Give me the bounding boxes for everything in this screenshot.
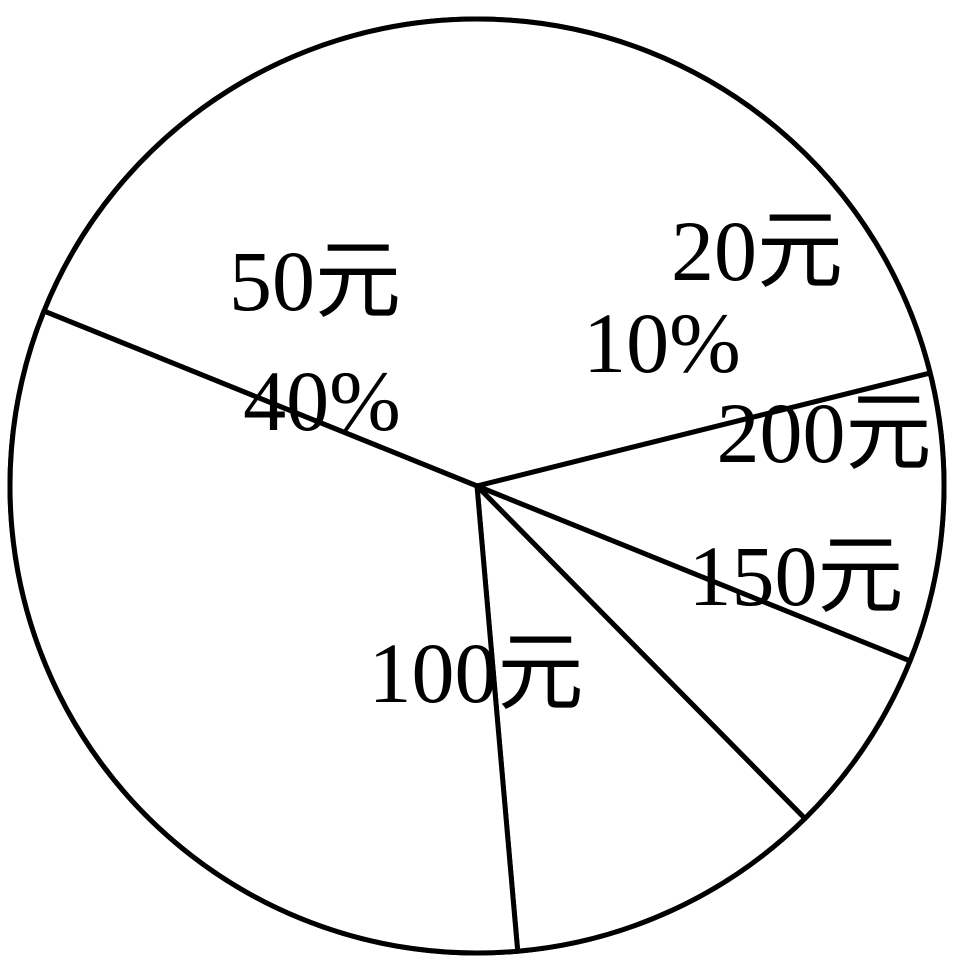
pie-labels: 50元 40% 20元 10% 200元 150元 100元 bbox=[229, 203, 932, 721]
pie-slice-4 bbox=[7, 308, 521, 956]
slice-label-50: 50元 bbox=[229, 233, 401, 329]
slice-label-20: 20元 bbox=[671, 203, 843, 299]
slice-label-200: 200元 bbox=[717, 385, 932, 481]
pie-slice-0 bbox=[41, 16, 933, 489]
pie-slice-2 bbox=[474, 483, 913, 822]
slice-label-150: 150元 bbox=[689, 528, 904, 624]
pie-slices bbox=[7, 16, 947, 956]
slice-value-20: 10% bbox=[583, 295, 741, 391]
pie-slice-3 bbox=[474, 483, 808, 954]
pie-slice-1 bbox=[474, 370, 947, 664]
slice-label-100: 100元 bbox=[369, 625, 584, 721]
slice-value-50: 40% bbox=[243, 353, 401, 449]
